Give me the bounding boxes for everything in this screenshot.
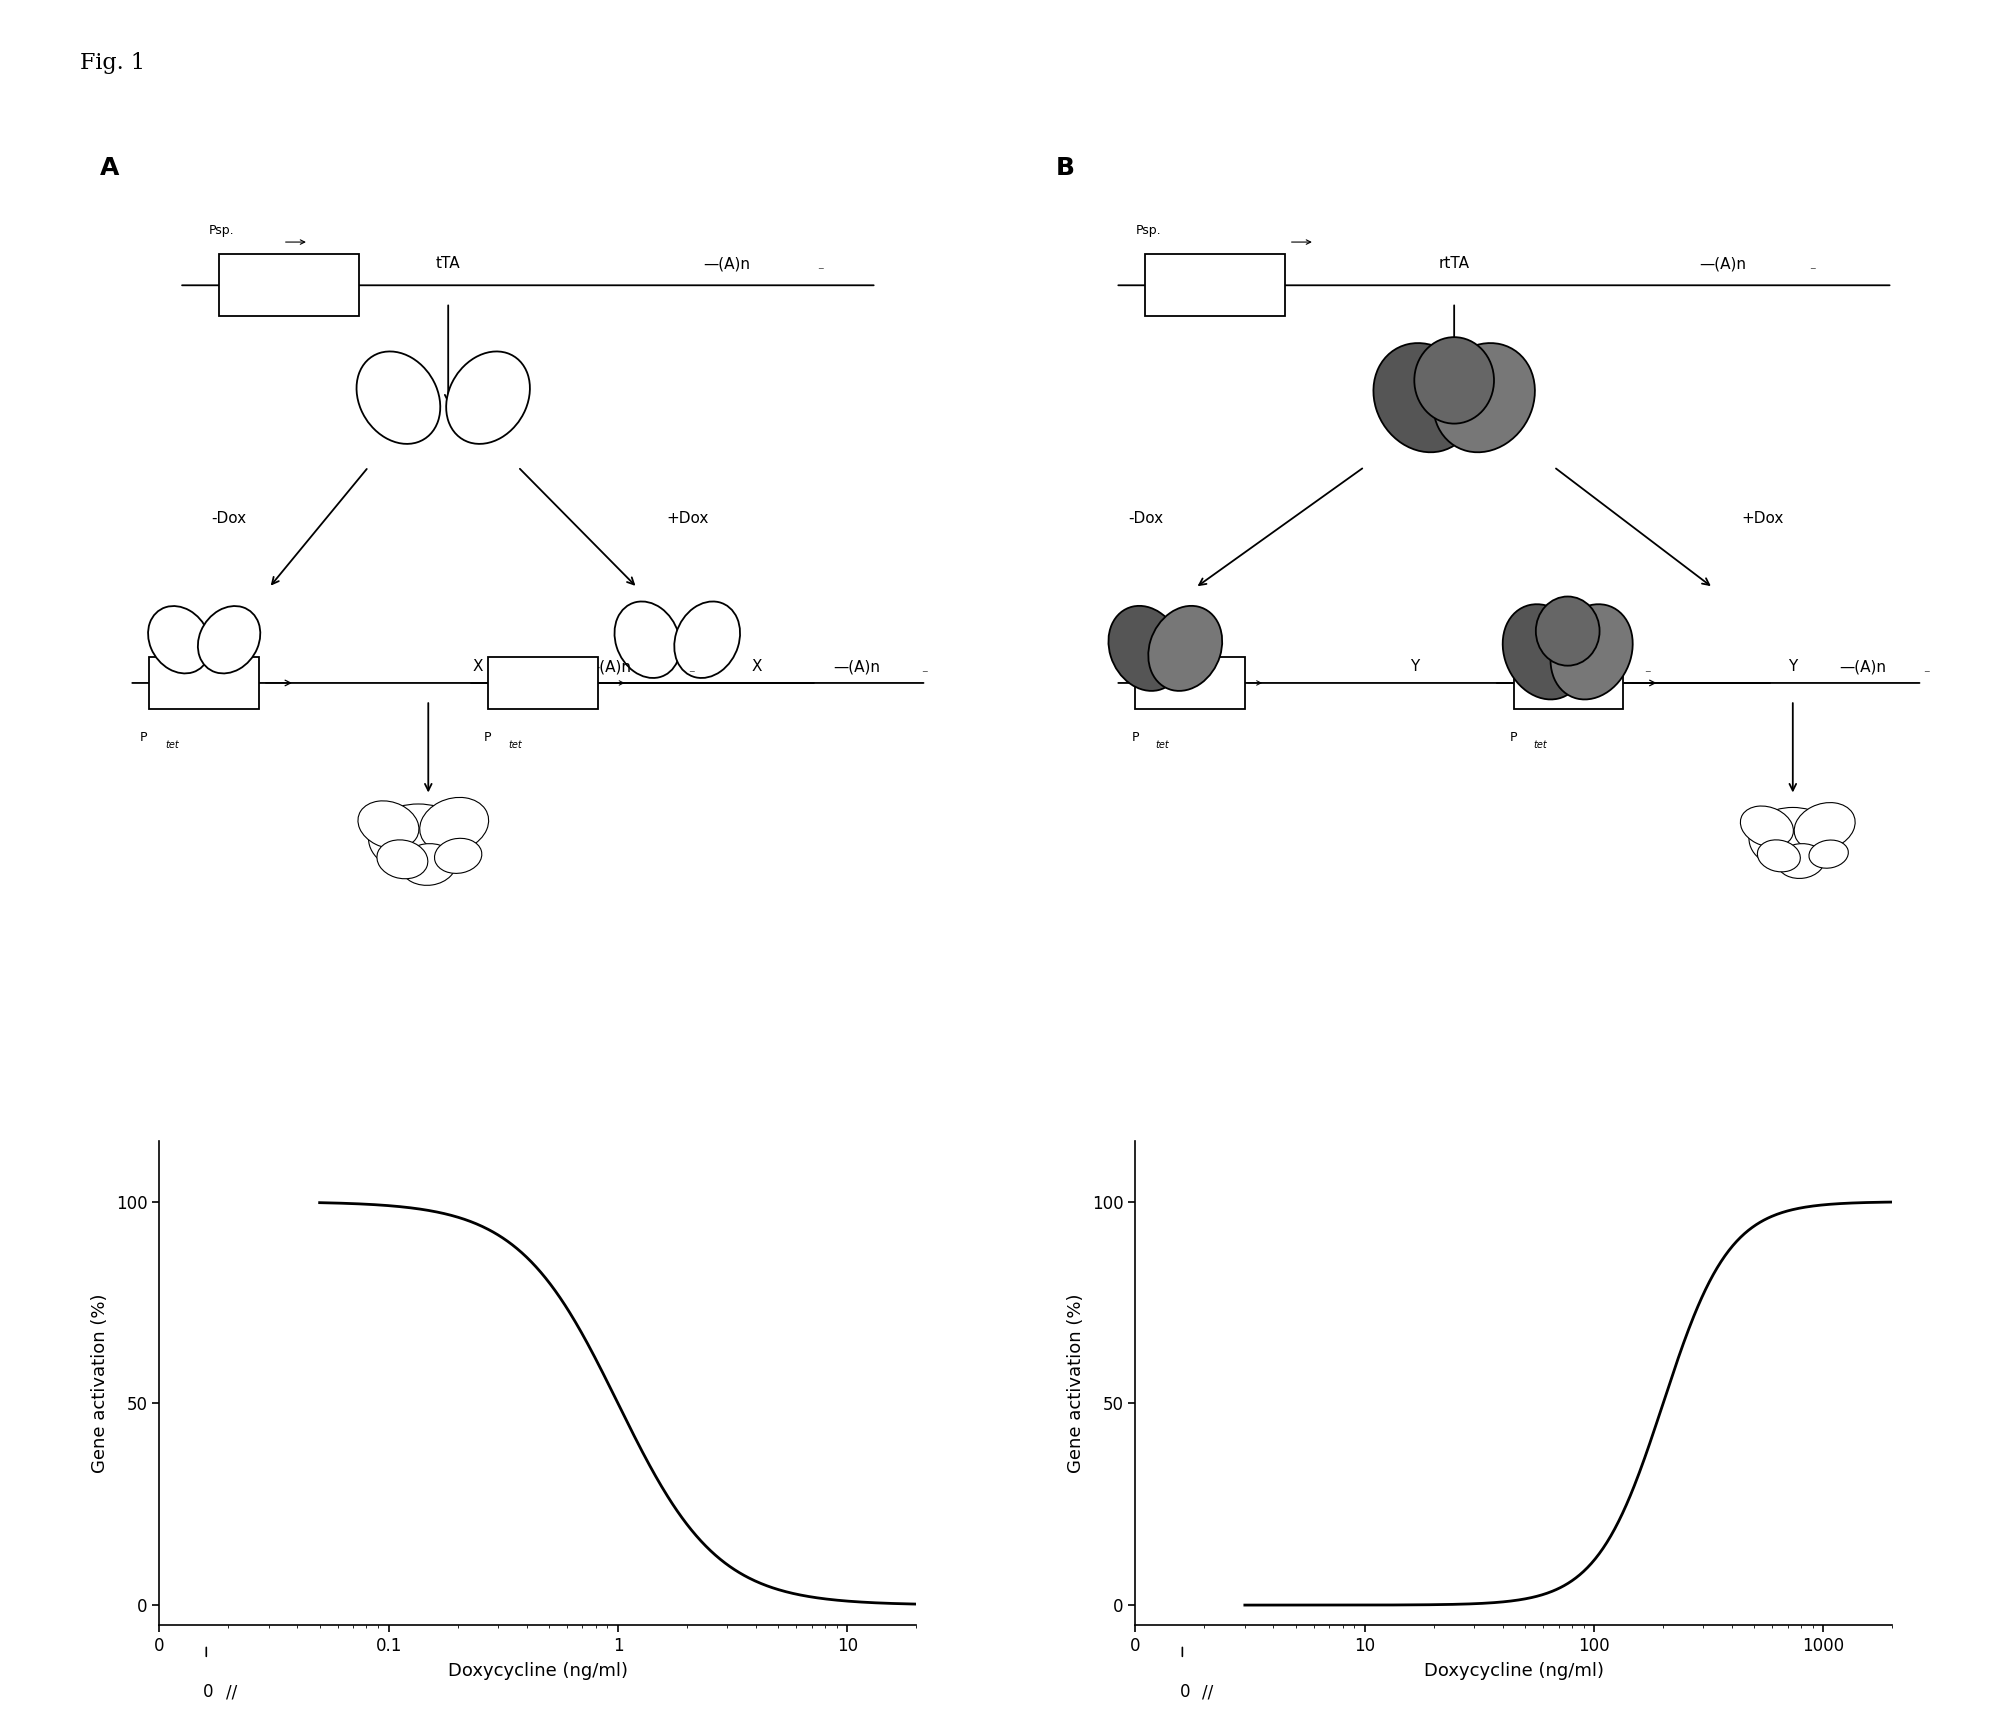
Ellipse shape	[359, 801, 418, 849]
Ellipse shape	[1372, 342, 1476, 453]
Text: tet: tet	[165, 740, 179, 750]
Ellipse shape	[369, 804, 468, 873]
Text: —(A)n: —(A)n	[833, 659, 880, 674]
Text: //: //	[225, 1684, 237, 1701]
Text: Psp.: Psp.	[209, 223, 235, 237]
Ellipse shape	[1749, 807, 1837, 870]
Text: Y: Y	[1789, 659, 1797, 674]
Text: //: //	[1201, 1684, 1213, 1701]
Ellipse shape	[1432, 342, 1536, 453]
Text: tTA: tTA	[436, 256, 460, 271]
Text: tet: tet	[508, 740, 522, 750]
Text: Fig. 1: Fig. 1	[80, 52, 145, 74]
Text: —(A)n: —(A)n	[1699, 256, 1747, 271]
Text: —(A)n: —(A)n	[1839, 659, 1886, 674]
Y-axis label: Gene activation (%): Gene activation (%)	[1068, 1293, 1086, 1473]
Text: Y: Y	[1410, 659, 1418, 674]
Text: ⁻: ⁻	[1809, 265, 1817, 278]
Text: P: P	[484, 731, 492, 745]
Text: +Dox: +Dox	[1741, 512, 1785, 526]
Ellipse shape	[673, 602, 741, 678]
Bar	[1145, 254, 1285, 316]
Ellipse shape	[420, 797, 488, 852]
Text: +Dox: +Dox	[665, 512, 709, 526]
Ellipse shape	[1502, 603, 1586, 700]
Text: ⁻: ⁻	[1922, 667, 1930, 681]
Ellipse shape	[1777, 844, 1825, 878]
Text: tet: tet	[1534, 740, 1548, 750]
Text: A: A	[100, 156, 120, 180]
Ellipse shape	[614, 602, 681, 678]
Ellipse shape	[1795, 802, 1855, 851]
Ellipse shape	[1757, 840, 1801, 871]
Ellipse shape	[357, 351, 440, 444]
Text: ⁻: ⁻	[920, 667, 928, 681]
Text: -Dox: -Dox	[211, 512, 247, 526]
Text: X: X	[751, 659, 763, 674]
X-axis label: Doxycycline (ng/ml): Doxycycline (ng/ml)	[448, 1662, 627, 1681]
Bar	[488, 657, 598, 709]
Text: 0: 0	[1179, 1684, 1189, 1701]
Text: ⁻: ⁻	[817, 265, 825, 278]
Ellipse shape	[197, 607, 261, 673]
Ellipse shape	[446, 351, 530, 444]
Ellipse shape	[400, 844, 456, 885]
Text: Psp.: Psp.	[1135, 223, 1161, 237]
Ellipse shape	[434, 839, 482, 873]
Ellipse shape	[1536, 597, 1600, 666]
Bar	[1514, 657, 1623, 709]
Bar	[1135, 657, 1245, 709]
Ellipse shape	[1809, 840, 1849, 868]
Ellipse shape	[1741, 806, 1793, 847]
Text: tet: tet	[1155, 740, 1169, 750]
Ellipse shape	[1550, 603, 1633, 700]
Text: —(A)n: —(A)n	[1550, 659, 1598, 674]
Text: —(A)n: —(A)n	[703, 256, 751, 271]
X-axis label: Doxycycline (ng/ml): Doxycycline (ng/ml)	[1424, 1662, 1604, 1681]
Text: B: B	[1056, 156, 1076, 180]
Text: ⁻: ⁻	[1643, 667, 1651, 681]
Ellipse shape	[1414, 337, 1494, 424]
Text: -Dox: -Dox	[1127, 512, 1163, 526]
Text: ⁻: ⁻	[687, 667, 695, 681]
Text: P: P	[1131, 731, 1139, 745]
Y-axis label: Gene activation (%): Gene activation (%)	[92, 1293, 110, 1473]
Ellipse shape	[1108, 605, 1183, 692]
Ellipse shape	[147, 607, 211, 673]
Text: P: P	[1510, 731, 1518, 745]
Text: X: X	[472, 659, 484, 674]
Ellipse shape	[376, 840, 428, 878]
Text: P: P	[139, 731, 147, 745]
Text: —(A)n: —(A)n	[584, 659, 631, 674]
Text: 0: 0	[203, 1684, 213, 1701]
Bar	[219, 254, 359, 316]
Text: rtTA: rtTA	[1438, 256, 1470, 271]
Ellipse shape	[1147, 605, 1223, 692]
Bar	[149, 657, 259, 709]
